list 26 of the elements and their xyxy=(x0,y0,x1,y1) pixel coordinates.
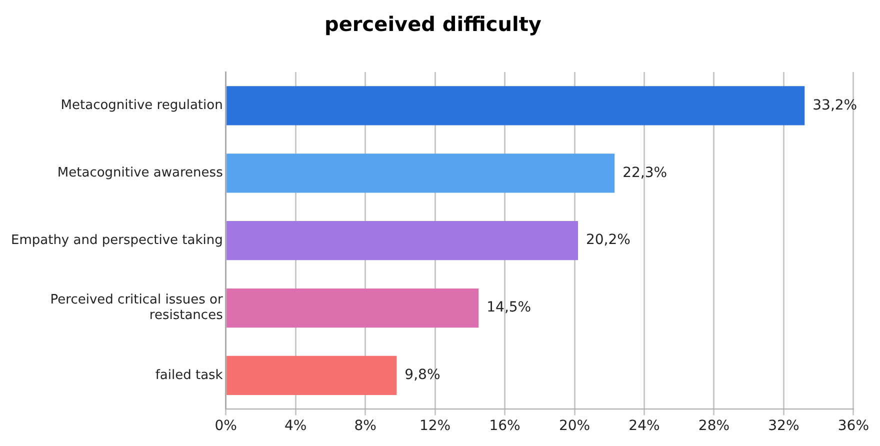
x-tick-label: 0% xyxy=(214,418,237,434)
data-label: 14,5% xyxy=(486,300,532,316)
bar xyxy=(226,288,479,328)
data-label: 33,2% xyxy=(812,97,858,114)
y-tick-label: Perceived critical issues or resistances xyxy=(50,292,224,324)
x-tick-label: 28% xyxy=(698,418,730,434)
x-tick-label: 20% xyxy=(558,418,590,434)
bar xyxy=(226,86,805,126)
y-tick-label: failed task xyxy=(155,368,224,383)
bar xyxy=(226,221,578,260)
y-tick-label: Metacognitive awareness xyxy=(57,166,224,181)
y-tick-label: Metacognitive regulation xyxy=(60,98,223,114)
x-tick-label: 8% xyxy=(354,418,376,434)
data-label: 22,3% xyxy=(622,164,668,181)
x-tick-label: 36% xyxy=(838,418,870,434)
data-label: 9,8% xyxy=(404,367,440,384)
x-tick-label: 24% xyxy=(628,418,660,434)
x-tick-label: 4% xyxy=(284,418,307,434)
bar xyxy=(226,154,615,193)
data-label: 20,2% xyxy=(586,232,630,248)
x-tick-label: 16% xyxy=(489,418,520,434)
x-tick-label: 12% xyxy=(419,418,451,434)
chart-title: perceived difficulty xyxy=(324,12,542,36)
x-tick-label: 32% xyxy=(768,418,800,434)
y-tick-label: Empathy and perspective taking xyxy=(10,232,223,248)
bar xyxy=(226,356,397,396)
